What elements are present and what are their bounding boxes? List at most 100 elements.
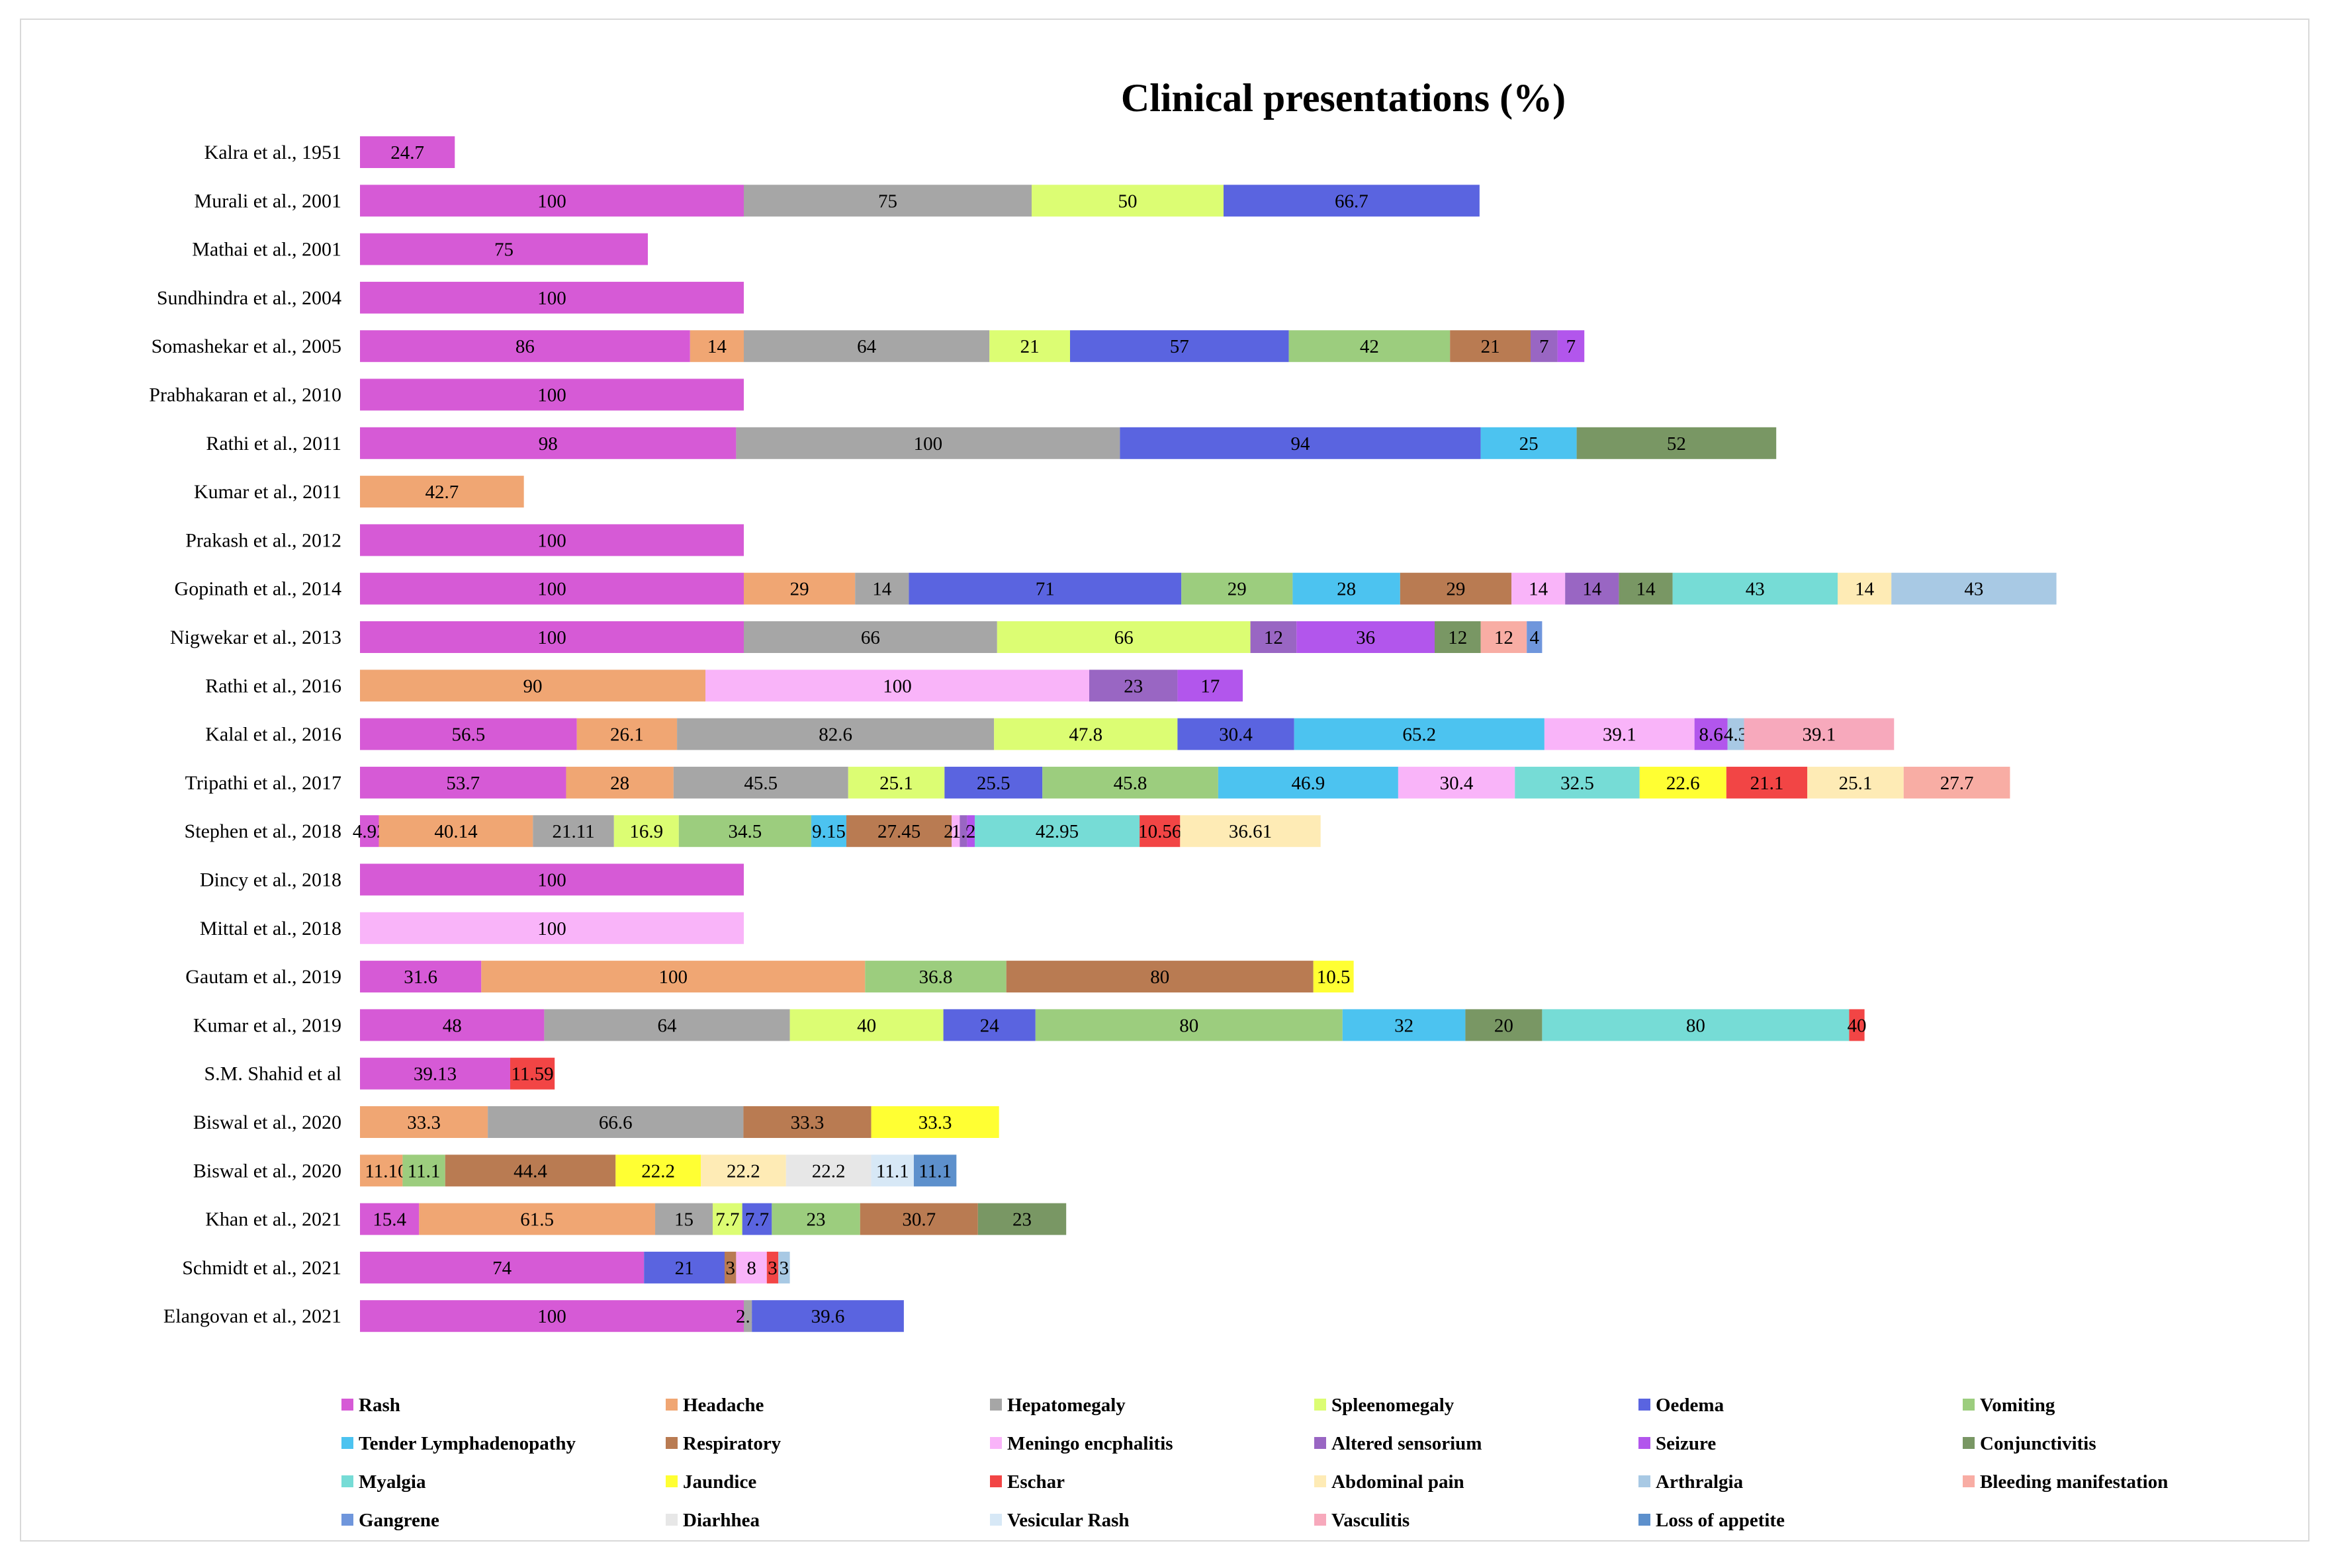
bar-segment-seizure — [1177, 670, 1243, 702]
data-label: 12 — [1264, 627, 1283, 648]
bar-segment-conjunctivitis — [1576, 427, 1777, 459]
data-label: 74 — [492, 1258, 512, 1279]
legend-swatch — [1638, 1475, 1650, 1487]
category-label: Dincy et al., 2018 — [200, 869, 341, 891]
bar-segment-eschar — [1849, 1009, 1865, 1041]
bar-segment-spleenomegaly — [713, 1203, 742, 1235]
bar-segment-seizure — [1557, 330, 1585, 363]
data-label: 98 — [539, 433, 558, 455]
data-label: 66 — [861, 627, 880, 648]
data-label: 32.5 — [1560, 773, 1594, 794]
bar-segment-tender-lymphadenopathy — [1294, 718, 1545, 750]
bar-row: Khan et al., 2021 15.4 61.5 15 7.7 7.7 23 30.7 2… — [205, 1203, 1067, 1235]
data-label: 8 — [746, 1258, 756, 1279]
bar-row: Mathai et al., 2001 75 — [192, 233, 648, 265]
legend-item-oedema: Oedema — [1638, 1395, 1724, 1416]
category-label: Gopinath et al., 2014 — [175, 578, 341, 600]
legend-label: Abdominal pain — [1331, 1471, 1464, 1493]
bar-segment-oedema — [1177, 718, 1294, 750]
data-label: 7.7 — [715, 1209, 739, 1231]
legend-swatch — [1314, 1437, 1326, 1449]
legend-label: Vomiting — [1980, 1395, 2055, 1416]
data-label: 80 — [1686, 1015, 1705, 1036]
bar-segment-meningo-encphalitis — [952, 815, 960, 848]
data-label: 25.5 — [977, 773, 1010, 794]
bar-segment-tender-lymphadenopathy — [811, 815, 846, 848]
bar-segment-myalgia — [974, 815, 1140, 848]
data-label: 61.5 — [520, 1209, 554, 1231]
bar-segment-eschar — [766, 1251, 779, 1284]
bar-segment-tender-lymphadenopathy — [1218, 766, 1398, 799]
bar-row: Gopinath et al., 2014 100 29 14 71 29 28 29 14 14… — [175, 572, 2057, 605]
bar-segment-respiratory — [725, 1251, 737, 1284]
legend-label: Arthralgia — [1656, 1471, 1744, 1493]
legend-item-gangrene: Gangrene — [341, 1510, 439, 1531]
bar-segment-respiratory — [1400, 572, 1511, 605]
legend-item-vasculitis: Vasculitis — [1314, 1510, 1410, 1531]
data-label: 29 — [1228, 579, 1247, 600]
bar-segment-rash — [360, 427, 737, 459]
data-label: 42 — [1360, 336, 1379, 357]
bar-segment-rash — [360, 572, 744, 605]
bar-row: S.M. Shahid et al 39.13 11.59 — [204, 1057, 555, 1090]
legend-label: Vasculitis — [1331, 1510, 1410, 1531]
bar-segment-rash — [360, 961, 482, 993]
category-label: Mathai et al., 2001 — [192, 239, 341, 261]
legend-item-loss-of-appetite: Loss of appetite — [1638, 1510, 1785, 1531]
bar-segment-headache — [360, 670, 705, 702]
bar-segment-headache — [419, 1203, 656, 1235]
data-label: 14 — [707, 336, 727, 357]
data-label: 24.7 — [390, 142, 424, 163]
bar-segment-bleeding-manifestation — [1903, 766, 2010, 799]
data-label: 53.7 — [446, 773, 480, 794]
bar-row: Kalal et al., 2016 56.5 26.1 82.6 47.8 30.4 65… — [205, 718, 1895, 750]
legend-label: Eschar — [1007, 1471, 1065, 1493]
legend-label: Myalgia — [359, 1471, 426, 1493]
bar-segment-headache — [690, 330, 744, 363]
data-label: 14 — [1529, 579, 1548, 600]
data-label: 36 — [1356, 627, 1375, 648]
bar-segment-rash — [360, 815, 379, 848]
data-label: 66 — [1114, 627, 1134, 648]
data-label: 23 — [1124, 675, 1143, 697]
legend-label: Jaundice — [683, 1471, 756, 1493]
data-label: 80 — [1179, 1015, 1198, 1036]
bar-segment-meningo-encphalitis — [705, 670, 1089, 702]
bar-segment-abdominal-pain — [701, 1154, 786, 1187]
bar-segment-altered-sensorium — [1565, 572, 1619, 605]
bar-segment-rash — [360, 233, 648, 265]
legend-swatch — [341, 1514, 353, 1526]
data-label: 27.7 — [1940, 773, 1974, 794]
data-label: 22.2 — [812, 1160, 846, 1182]
data-label: 33.3 — [407, 1112, 441, 1133]
legend-item-diarhhea: Diarhhea — [666, 1510, 760, 1531]
bar-rows: Kalra et al., 1951 24.7 Murali et al., 200… — [149, 136, 2057, 1332]
data-label: 11.59 — [511, 1064, 553, 1085]
data-label: 15.4 — [373, 1209, 406, 1231]
bar-segment-vomiting — [402, 1154, 445, 1187]
bar-segment-arthralgia — [778, 1251, 790, 1284]
category-label: Nigwekar et al., 2013 — [170, 627, 341, 648]
bar-segment-altered-sensorium — [1531, 330, 1558, 363]
legend-swatch — [666, 1514, 678, 1526]
bar-segment-hepatomegaly — [744, 621, 997, 653]
data-label: 45.5 — [744, 773, 778, 794]
bar-segment-rash — [360, 1203, 420, 1235]
data-label: 66.7 — [1335, 191, 1368, 212]
bar-segment-oedema — [943, 1009, 1036, 1041]
data-label: 22.2 — [641, 1160, 675, 1182]
bar-segment-oedema — [644, 1251, 725, 1284]
category-label: Mittal et al., 2018 — [200, 918, 341, 939]
bar-segment-spleenomegaly — [1032, 185, 1224, 217]
data-label: 40 — [1848, 1015, 1867, 1036]
data-label: 24 — [980, 1015, 1000, 1036]
bar-segment-hepatomegaly — [855, 572, 909, 605]
data-label: 26.1 — [610, 724, 644, 746]
bar-segment-abdominal-pain — [1180, 815, 1321, 848]
data-label: 94 — [1291, 433, 1311, 455]
bar-segment-rash — [360, 1300, 744, 1332]
category-label: Elangovan et al., 2021 — [163, 1305, 341, 1327]
bar-row: Prabhakaran et al., 2010 100 — [149, 378, 744, 411]
bar-segment-rash — [360, 378, 744, 411]
bar-segment-jaundice — [871, 1106, 999, 1138]
